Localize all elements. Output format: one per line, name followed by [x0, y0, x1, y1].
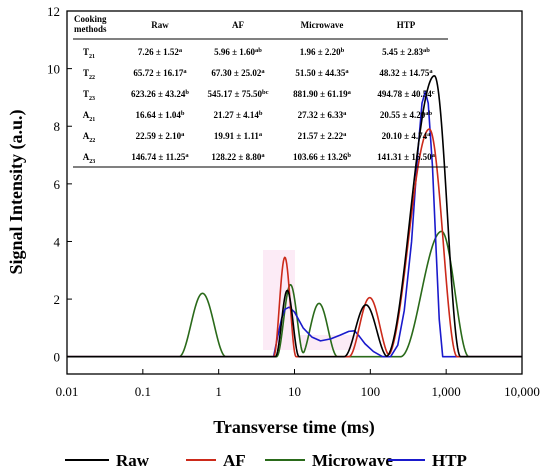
y-axis-ticks: 0 2 4 6 8 10 12 — [47, 4, 72, 365]
table-cell: 19.91 ± 1.11a — [214, 131, 263, 141]
y-tick-label: 10 — [47, 62, 60, 77]
table-cell: 545.17 ± 75.50bc — [208, 89, 269, 99]
table-cell: 146.74 ± 11.25a — [131, 152, 189, 162]
y-tick-label: 8 — [54, 119, 61, 134]
y-tick-label: 12 — [47, 4, 60, 19]
y-tick-label: 4 — [54, 234, 61, 249]
x-tick-label: 0.1 — [135, 384, 151, 399]
series-lines — [66, 75, 523, 358]
table-cell: 1.96 ± 2.20b — [300, 47, 345, 57]
table-row-label: A22 — [83, 131, 96, 144]
table-row-label: A21 — [83, 110, 96, 123]
table-cell: 141.31 ± 16.50a — [377, 152, 435, 162]
parameter-table: Cooking methods Raw AF Microwave HTP T21 7.26 ±… — [73, 14, 448, 168]
legend-label-htp: HTP — [432, 451, 467, 470]
legend-label-raw: Raw — [116, 451, 150, 470]
table-cell: 67.30 ± 25.02a — [211, 68, 265, 78]
table-row-label: A23 — [83, 152, 96, 165]
table-cell: 27.32 ± 6.33a — [298, 110, 347, 120]
table-header-cooking: Cooking methods — [74, 14, 107, 34]
table-cell: 22.59 ± 2.10a — [136, 131, 185, 141]
y-tick-label: 2 — [54, 292, 61, 307]
series-line-raw — [66, 75, 523, 358]
table-cell: 128.22 ± 8.80a — [211, 152, 265, 162]
table-cell: 7.26 ± 1.52a — [138, 47, 183, 57]
table-row-label: T22 — [83, 68, 95, 81]
table-cell: 20.55 ± 4.20ab — [380, 110, 433, 120]
legend: Raw AF Microwave HTP — [65, 451, 467, 470]
table-cell: 881.90 ± 61.19a — [293, 89, 351, 99]
table-cell: 494.78 ± 40.54c — [377, 89, 434, 99]
table-cell: 103.66 ± 13.26b — [293, 152, 351, 162]
x-tick-label: 1,000 — [432, 384, 461, 399]
y-axis-title: Signal Intensity (a.u.) — [6, 109, 27, 274]
x-axis-ticks: 0.01 0.1 1 10 100 1,000 10,000 — [56, 369, 540, 399]
table-header-af: AF — [232, 20, 244, 30]
x-axis-title: Transverse time (ms) — [213, 417, 375, 438]
table-cell: 5.96 ± 1.60ab — [214, 47, 262, 57]
table-cell: 21.57 ± 2.22a — [298, 131, 347, 141]
table-header-microwave: Microwave — [301, 20, 344, 30]
table-cell: 65.72 ± 16.17a — [133, 68, 187, 78]
x-tick-label: 10,000 — [504, 384, 540, 399]
legend-label-af: AF — [223, 451, 246, 470]
series-line-htp — [67, 90, 522, 358]
table-cell: 623.26 ± 43.24b — [131, 89, 189, 99]
table-cell: 20.10 ± 4.74a — [382, 131, 431, 141]
table-cell: 16.64 ± 1.04b — [135, 110, 184, 120]
y-tick-label: 6 — [54, 177, 61, 192]
legend-label-microwave: Microwave — [312, 451, 393, 470]
table-row-label: T21 — [83, 47, 95, 60]
table-header-raw: Raw — [151, 20, 169, 30]
table-cell: 48.32 ± 14.75a — [379, 68, 433, 78]
table-cell: 5.45 ± 2.83ab — [382, 47, 430, 57]
y-tick-label: 0 — [54, 350, 61, 365]
table-cell: 21.27 ± 4.14b — [213, 110, 262, 120]
table-cell: 51.50 ± 44.35a — [295, 68, 349, 78]
table-header-htp: HTP — [397, 20, 416, 30]
x-tick-label: 1 — [215, 384, 222, 399]
x-tick-label: 100 — [361, 384, 381, 399]
x-tick-label: 0.01 — [56, 384, 79, 399]
x-tick-label: 10 — [288, 384, 301, 399]
table-row-label: T23 — [83, 89, 95, 102]
